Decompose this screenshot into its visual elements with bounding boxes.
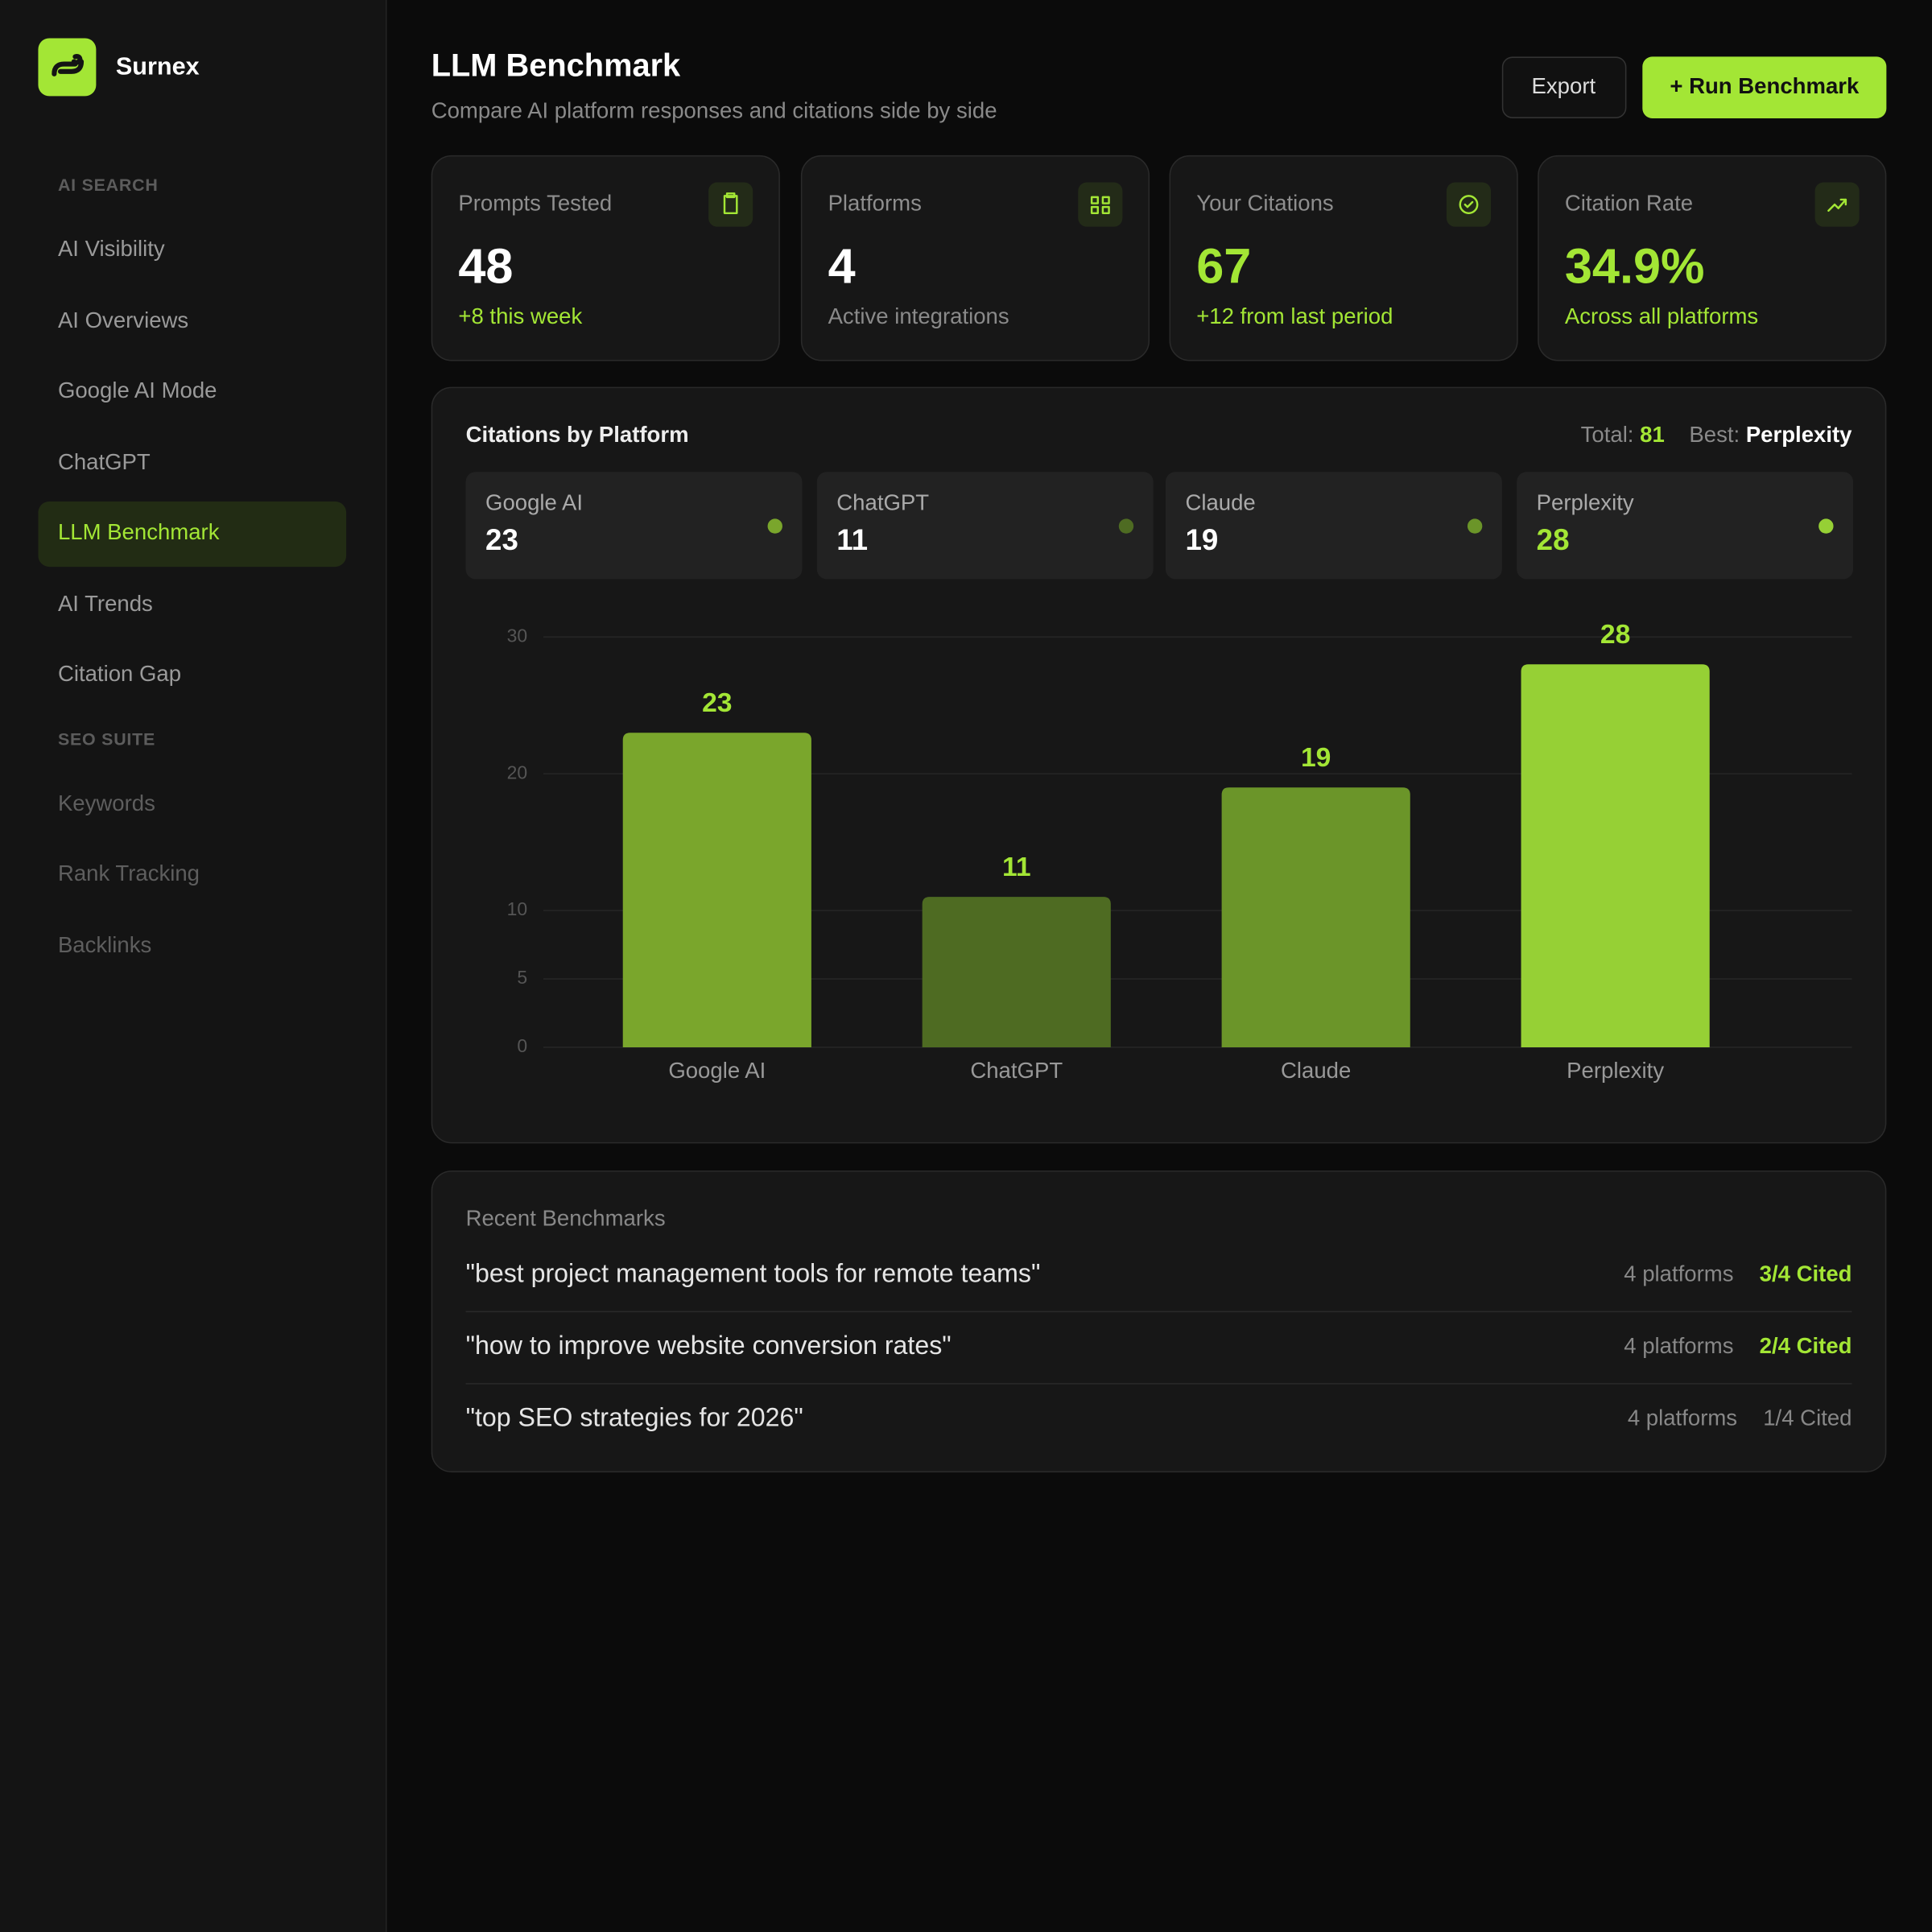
platform-name: Perplexity	[1537, 489, 1634, 514]
bar	[1521, 664, 1710, 1048]
x-tick-label: ChatGPT	[970, 1058, 1063, 1083]
stat-label: Citation Rate	[1565, 190, 1693, 215]
stat-value: 34.9%	[1565, 238, 1705, 293]
platform-name: ChatGPT	[836, 489, 929, 514]
stat-icon	[1459, 195, 1479, 214]
bar	[1221, 787, 1410, 1048]
platform-dot	[1118, 518, 1134, 534]
cited-status: 2/4 Cited	[1760, 1333, 1852, 1358]
stat-label: Platforms	[828, 190, 922, 215]
y-tick-label: 20	[507, 762, 528, 782]
stat-note: Active integrations	[828, 303, 1009, 328]
export-label[interactable]: Export	[1532, 73, 1596, 98]
recent-title: Recent Benchmarks	[466, 1206, 666, 1231]
nav-item[interactable]: AI Trends	[58, 591, 153, 616]
nav-section: AI SEARCH	[58, 175, 159, 195]
stat-icon	[1090, 196, 1110, 215]
recent-card	[431, 1170, 1887, 1473]
nav-item[interactable]: Keywords	[58, 791, 155, 815]
nav-active-bg	[38, 501, 347, 568]
stat-icon-bg	[1814, 182, 1860, 227]
platform-count: 4 platforms	[1624, 1333, 1733, 1358]
x-tick-label: Claude	[1281, 1058, 1351, 1083]
platform-value: 19	[1185, 523, 1218, 556]
bar-label: 28	[1600, 620, 1630, 650]
nav-item[interactable]: Backlinks	[58, 932, 151, 957]
y-tick-label: 10	[507, 898, 528, 919]
stat-icon	[723, 192, 738, 215]
platform-card	[1165, 472, 1502, 580]
bar	[622, 733, 811, 1048]
platform-card	[816, 472, 1154, 580]
stat-note: +8 this week	[458, 303, 582, 328]
y-tick-label: 30	[507, 625, 528, 646]
platform-value: 23	[485, 523, 518, 556]
bar	[922, 897, 1111, 1048]
bar-label: 19	[1301, 743, 1331, 773]
sidebar	[0, 0, 386, 1932]
best-value: Perplexity	[1746, 422, 1852, 447]
nav-item[interactable]: Rank Tracking	[58, 861, 200, 886]
stat-label: Prompts Tested	[458, 190, 612, 215]
stat-note: +12 from last period	[1196, 303, 1393, 328]
run-label[interactable]: + Run Benchmark	[1670, 73, 1860, 98]
platform-dot	[1467, 518, 1483, 534]
best-label: Best:	[1689, 422, 1740, 447]
platform-count: 4 platforms	[1628, 1406, 1737, 1430]
stat-value: 67	[1196, 238, 1251, 293]
stat-note: Across all platforms	[1565, 303, 1758, 328]
nav-item[interactable]: LLM Benchmark	[58, 519, 220, 544]
platform-dot	[767, 518, 782, 534]
stat-value: 48	[458, 238, 513, 293]
platform-card	[1517, 472, 1854, 580]
total-label: Total:	[1581, 422, 1634, 447]
stat-card	[800, 155, 1150, 361]
y-tick-label: 5	[517, 967, 527, 988]
logo	[38, 38, 97, 97]
y-tick-label: 0	[517, 1035, 527, 1056]
stat-card	[1169, 155, 1518, 361]
benchmark-prompt[interactable]: "how to improve website conversion rates…	[466, 1331, 952, 1360]
platform-name: Google AI	[485, 489, 583, 514]
page-subtitle: Compare AI platform responses and citati…	[431, 98, 997, 123]
stat-icon-bg	[1078, 182, 1123, 227]
nav-item[interactable]: ChatGPT	[58, 449, 151, 474]
total-value: 81	[1640, 422, 1665, 447]
logo-icon	[52, 54, 85, 76]
stat-label: Your Citations	[1196, 190, 1334, 215]
x-tick-label: Perplexity	[1567, 1058, 1664, 1083]
bar-label: 23	[702, 688, 732, 718]
export-button[interactable]	[1501, 56, 1627, 118]
stat-card	[1538, 155, 1887, 361]
stat-icon	[1827, 198, 1847, 212]
page-title: LLM Benchmark	[431, 48, 681, 84]
bar-label: 11	[1002, 852, 1031, 882]
nav-item[interactable]: Citation Gap	[58, 661, 181, 686]
run-button[interactable]	[1642, 56, 1887, 118]
cited-status: 3/4 Cited	[1760, 1261, 1852, 1286]
x-tick-label: Google AI	[668, 1058, 766, 1083]
chart-title: Citations by Platform	[466, 422, 689, 447]
nav-section: SEO SUITE	[58, 730, 155, 749]
stat-value: 4	[828, 238, 856, 293]
benchmark-prompt[interactable]: "best project management tools for remot…	[466, 1259, 1041, 1288]
brand: Surnex	[116, 52, 200, 80]
platform-card	[465, 472, 803, 580]
nav-item[interactable]: AI Overviews	[58, 308, 188, 332]
cited-status: 1/4 Cited	[1763, 1406, 1852, 1430]
platform-count: 4 platforms	[1624, 1261, 1733, 1286]
benchmark-prompt[interactable]: "top SEO strategies for 2026"	[466, 1403, 803, 1432]
nav-item[interactable]: AI Visibility	[58, 236, 165, 261]
platform-value: 28	[1537, 523, 1570, 556]
stat-icon-bg	[708, 182, 753, 227]
platform-value: 11	[836, 523, 868, 556]
nav-item[interactable]: Google AI Mode	[58, 378, 217, 402]
platform-dot	[1818, 518, 1834, 534]
platform-name: Claude	[1185, 489, 1255, 514]
stat-card	[431, 155, 780, 361]
